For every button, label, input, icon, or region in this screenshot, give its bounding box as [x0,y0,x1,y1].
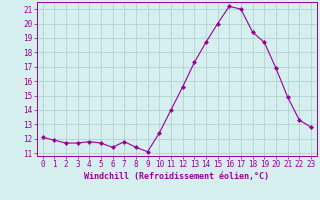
X-axis label: Windchill (Refroidissement éolien,°C): Windchill (Refroidissement éolien,°C) [84,172,269,181]
